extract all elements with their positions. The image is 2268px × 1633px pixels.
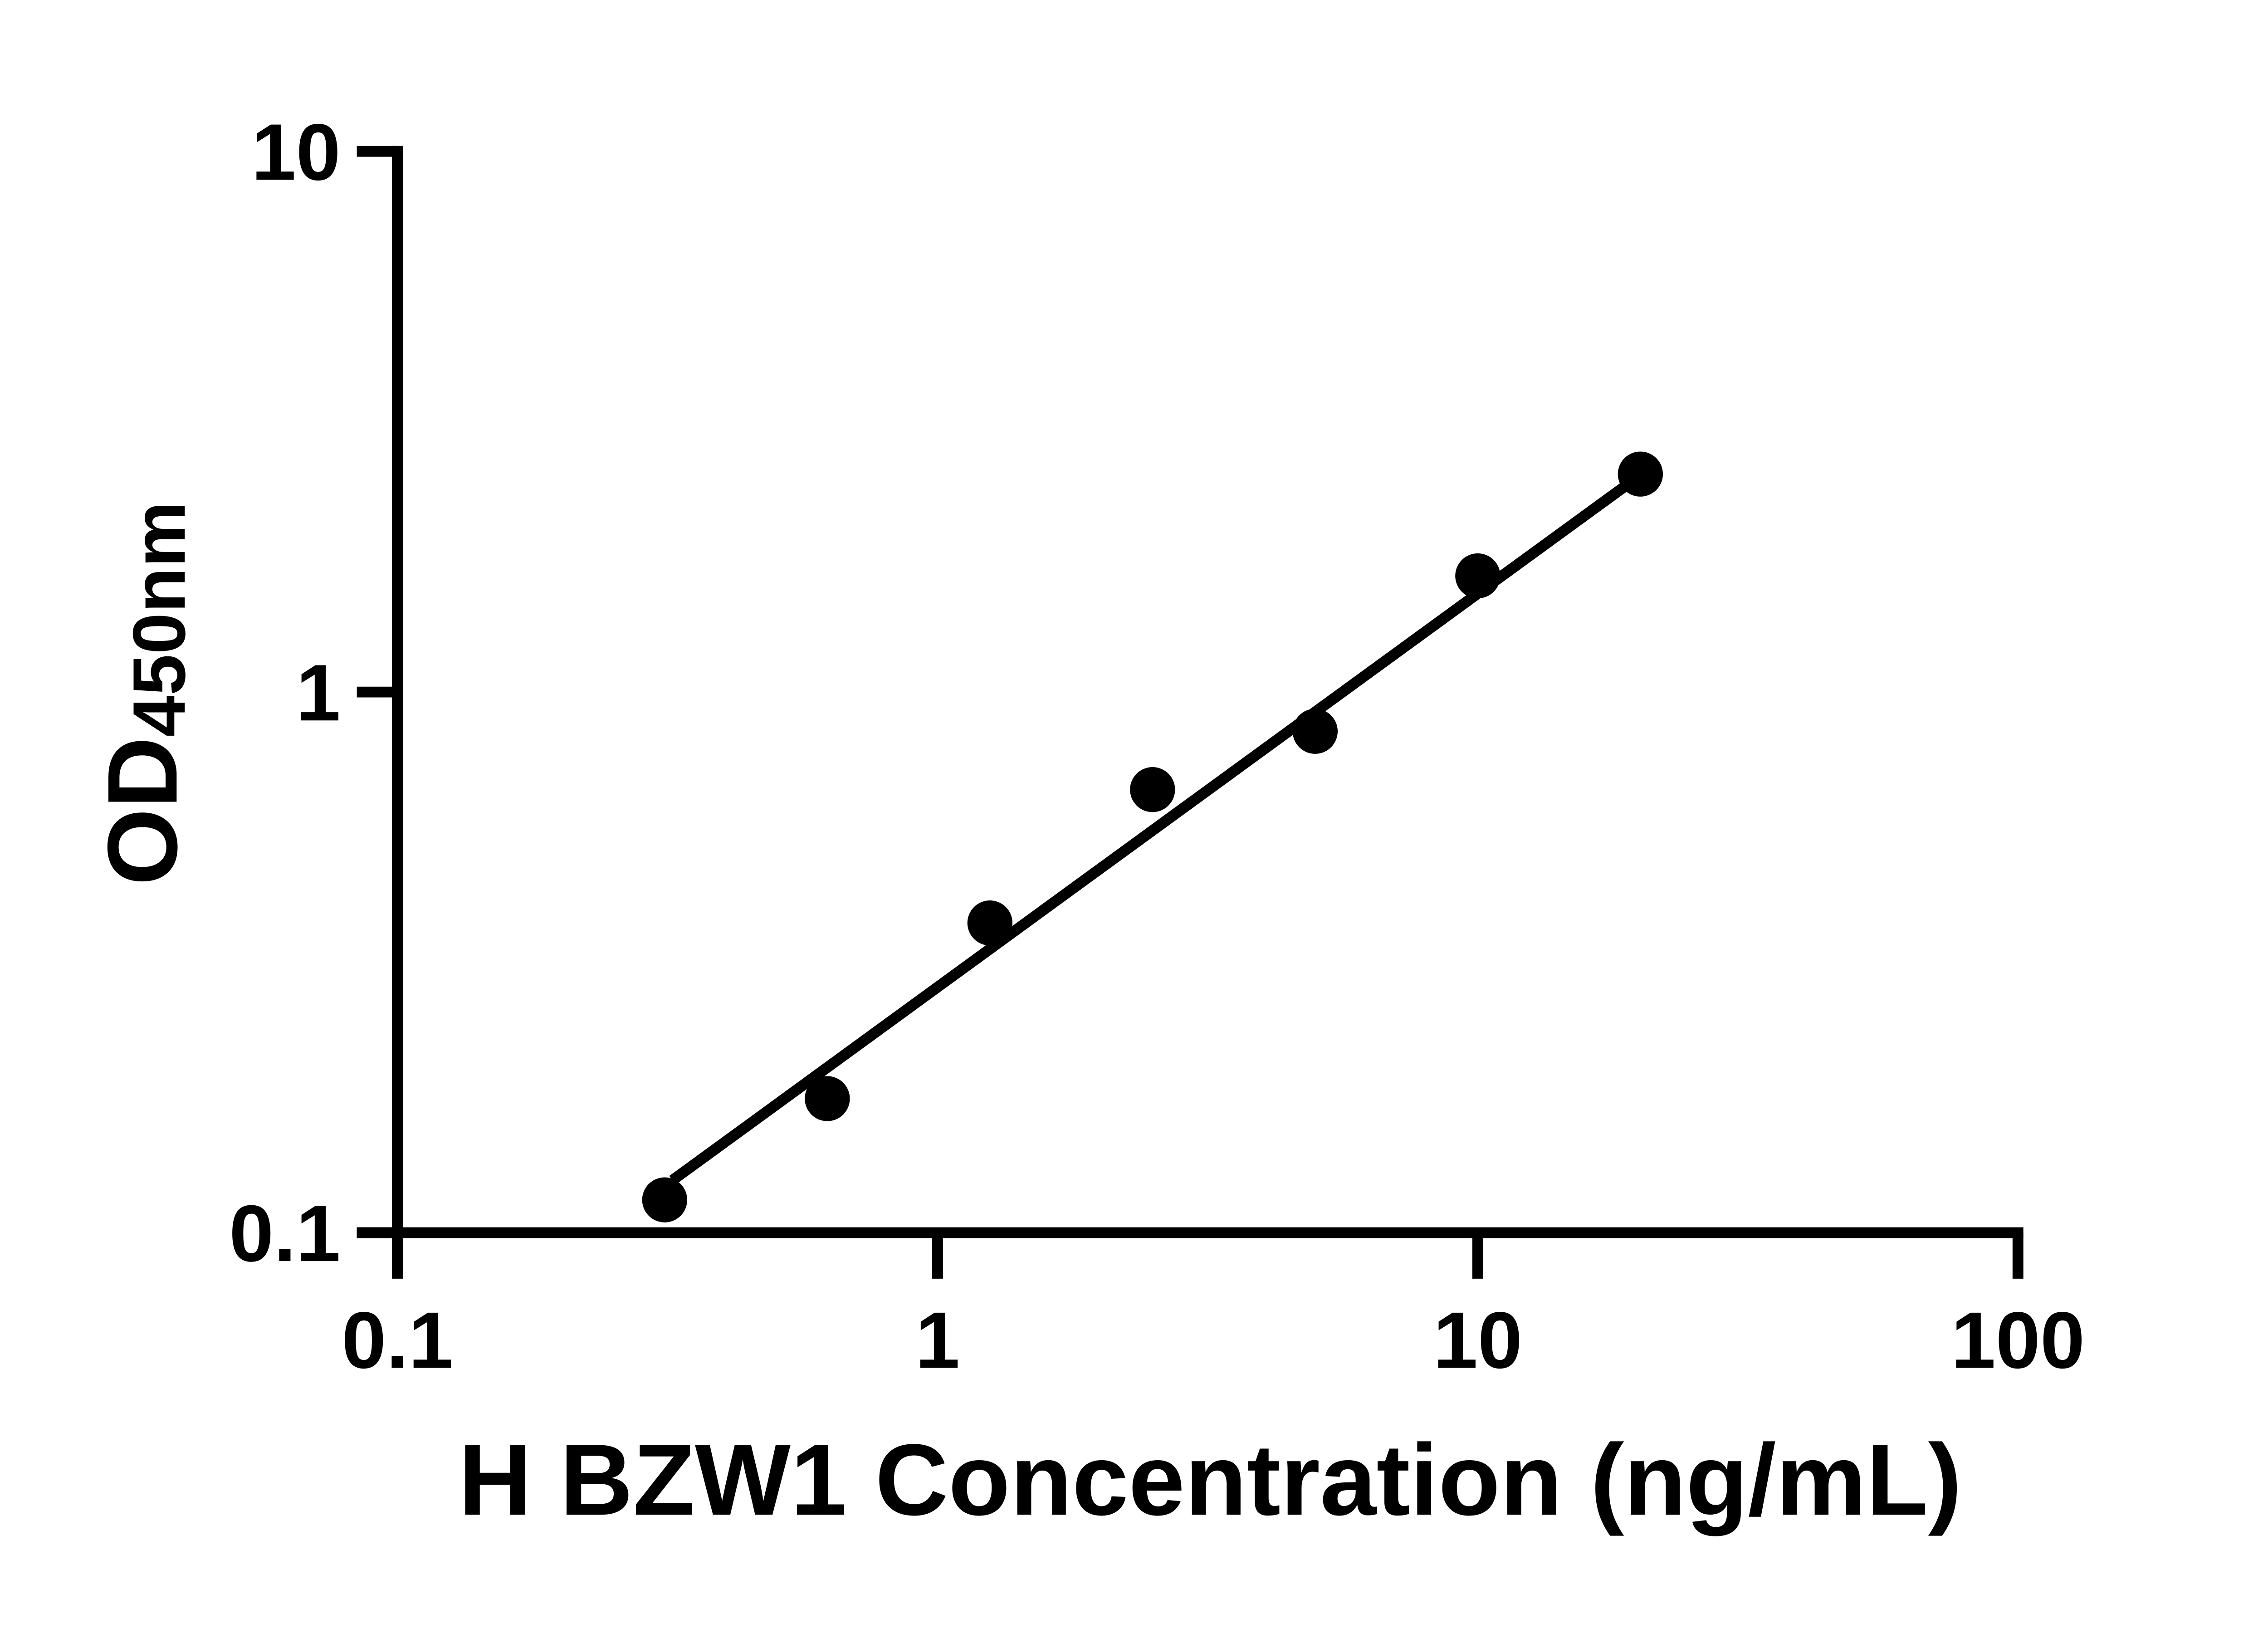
y-axis-title-subscript: 450nm — [117, 501, 200, 737]
x-axis-title: H BZW1 Concentration (ng/mL) — [459, 1423, 1962, 1536]
x-tick-label-0.1: 0.1 — [342, 1296, 453, 1385]
data-point-2 — [805, 1076, 850, 1121]
y-axis-title: OD450nm — [87, 501, 200, 885]
tick-labels-layer: 0.1 1 10 100 0.1 1 10 — [229, 108, 2085, 1385]
x-tick-label-100: 100 — [1951, 1296, 2085, 1385]
x-tick-label-10: 10 — [1433, 1296, 1523, 1385]
data-point-7 — [1618, 451, 1663, 497]
y-axis-title-main: OD — [87, 737, 198, 885]
x-tick-label-1: 1 — [915, 1296, 960, 1385]
data-point-5 — [1292, 709, 1338, 754]
y-tick-label-10: 10 — [251, 108, 341, 197]
data-point-4 — [1130, 767, 1175, 812]
plot-layer — [642, 451, 1663, 1222]
data-point-6 — [1455, 553, 1501, 599]
y-tick-label-1: 1 — [296, 648, 341, 738]
y-tick-label-0.1: 0.1 — [229, 1189, 341, 1278]
fit-line — [669, 483, 1627, 1185]
data-point-3 — [967, 900, 1013, 946]
data-point-1 — [642, 1177, 688, 1222]
ticks-layer — [357, 146, 2024, 1279]
